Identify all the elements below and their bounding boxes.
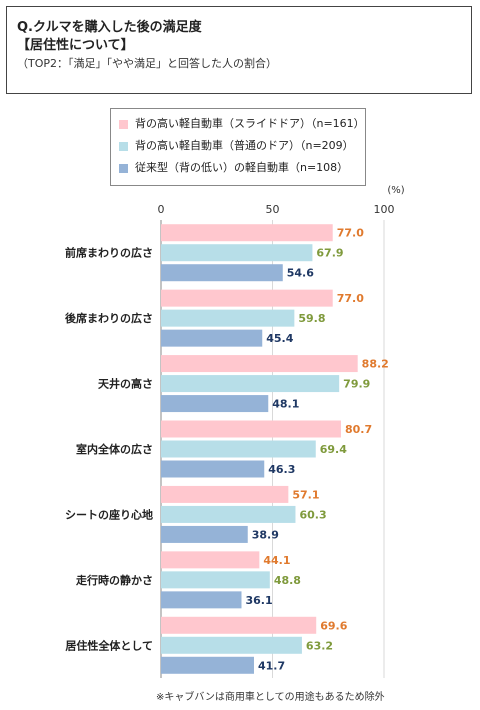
bar: [161, 551, 260, 569]
data-label: 59.8: [298, 312, 325, 325]
title-box: Q.クルマを購入した後の満足度 【居住性について】 （TOP2：「満足」「やや満…: [6, 6, 472, 94]
bar: [161, 460, 265, 478]
bar: [161, 636, 302, 654]
category-label: 後席まわりの広さ: [65, 311, 153, 325]
legend-swatch: [119, 120, 128, 129]
data-label: 79.9: [343, 378, 370, 391]
bar: [161, 571, 270, 589]
bar: [161, 329, 263, 347]
data-label: 57.1: [292, 488, 319, 501]
bar: [161, 485, 289, 503]
category-label: 室内全体の広さ: [76, 442, 153, 456]
bar: [161, 244, 313, 262]
bar-chart: (%) 0 50 100 前席まわりの広さ 77.0 67.954.6 後席まわりの広さ 77…: [65, 185, 405, 678]
bar: [161, 395, 269, 413]
data-label: 69.6: [320, 619, 347, 632]
data-label: 46.3: [268, 463, 295, 476]
bar: [161, 355, 358, 373]
category-label: 天井の高さ: [98, 377, 153, 391]
bar: [161, 309, 295, 327]
data-label: 60.3: [299, 508, 326, 521]
unit-label: (%): [387, 185, 404, 196]
legend-swatch: [119, 164, 128, 173]
bar: [161, 656, 254, 674]
data-label: 54.6: [287, 267, 314, 280]
category-label: 前席まわりの広さ: [65, 246, 153, 260]
data-label: 48.8: [274, 574, 301, 587]
bar: [161, 224, 333, 242]
bar: [161, 591, 242, 609]
legend: 背の高い軽自動車（スライドドア）（n=161） 背の高い軽自動車（普通のドア）（…: [110, 108, 366, 186]
category-label: 居住性全体として: [65, 638, 153, 652]
x-tick-label: 100: [374, 203, 395, 216]
data-label: 80.7: [345, 423, 372, 436]
x-tick-label: 50: [266, 203, 280, 216]
data-label: 77.0: [337, 292, 364, 305]
data-label: 38.9: [252, 528, 279, 541]
legend-label: 背の高い軽自動車（普通のドア）（n=209）: [135, 139, 354, 152]
subtitle: （TOP2：「満足」「やや満足」と回答した人の割合）: [17, 57, 278, 70]
category-label: 走行時の静かさ: [75, 573, 153, 587]
data-label: 69.4: [320, 443, 347, 456]
data-label: 44.1: [263, 554, 290, 567]
data-label: 41.7: [258, 659, 285, 672]
data-label: 77.0: [337, 227, 364, 240]
data-label: 88.2: [362, 358, 389, 371]
category-label: シートの座り心地: [65, 507, 153, 521]
question-title: Q.クルマを購入した後の満足度: [17, 20, 202, 35]
bar: [161, 525, 248, 543]
bar: [161, 440, 316, 458]
bar: [161, 264, 283, 282]
bar: [161, 505, 296, 523]
section-heading: 【居住性について】: [17, 38, 134, 53]
legend-swatch: [119, 142, 128, 151]
legend-label: 従来型（背の低い）の軽自動車（n=108）: [135, 161, 349, 174]
data-label: 36.1: [246, 594, 273, 607]
bar: [161, 375, 340, 393]
legend-label: 背の高い軽自動車（スライドドア）（n=161）: [135, 117, 365, 130]
x-tick-label: 0: [158, 203, 165, 216]
footnote: ※キャブバンは商用車としての用途もあるため除外: [156, 692, 385, 703]
data-label: 45.4: [266, 332, 293, 345]
bar: [161, 420, 341, 438]
bar: [161, 289, 333, 307]
bar: [161, 616, 317, 634]
data-label: 48.1: [272, 398, 299, 411]
data-label: 63.2: [306, 639, 333, 652]
data-label: 67.9: [316, 247, 343, 260]
